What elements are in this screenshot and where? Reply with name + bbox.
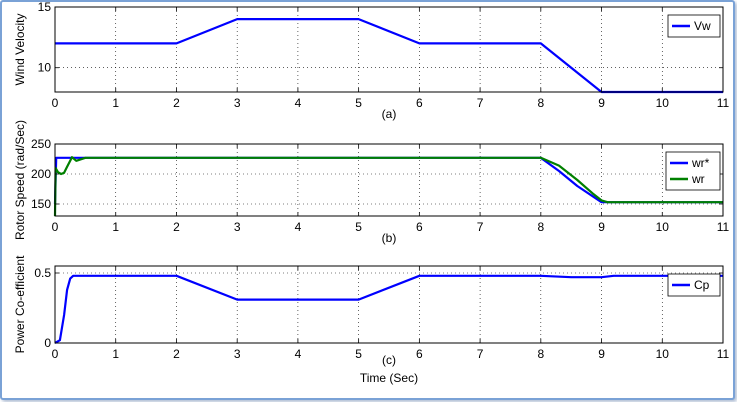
series-line-wr — [53, 156, 723, 205]
x-tick-label: 6 — [416, 347, 423, 361]
x-tick-label: 2 — [173, 96, 180, 110]
axes-box — [54, 143, 724, 217]
x-tick-label: 9 — [598, 347, 605, 361]
x-tick-label: 0 — [52, 96, 59, 110]
plot-area — [55, 144, 723, 216]
x-tick-label: 6 — [416, 96, 423, 110]
y-axis-label: Rotor Speed (rad/Sec) — [13, 120, 27, 240]
x-tick-label: 8 — [537, 220, 544, 234]
x-tick-label: 10 — [656, 347, 670, 361]
x-tick-label: 5 — [355, 220, 362, 234]
y-axis-label: Wind Velocity — [13, 13, 27, 85]
x-tick-label: 1 — [112, 96, 119, 110]
y-tick-label: 150 — [31, 197, 51, 211]
series-line-vw — [55, 18, 723, 94]
x-tick-label: 7 — [477, 220, 484, 234]
chart-panel-1: 0 1 2 3 4 5 6 7 8 9 10 11 10 15 Wind Velocity (a) Vw — [13, 0, 730, 121]
legend: Vw — [667, 14, 721, 38]
x-tick-label: 4 — [295, 347, 302, 361]
y-tick-label: 200 — [31, 167, 51, 181]
y-tick-label: 15 — [38, 0, 52, 14]
series-line-wr — [53, 156, 723, 217]
y-tick-label: 0.5 — [34, 266, 51, 280]
x-tick-label: 3 — [234, 96, 241, 110]
legend-entry: wr* — [691, 156, 710, 170]
x-tick-label: 5 — [355, 96, 362, 110]
y-axis-label: Power Co-efficient — [13, 255, 27, 353]
panel-label: (c) — [382, 353, 396, 367]
x-tick-label: 10 — [656, 96, 670, 110]
x-tick-label: 0 — [52, 347, 59, 361]
legend: wr* wr — [665, 151, 721, 191]
axes-box — [54, 6, 724, 93]
axes-box — [54, 265, 724, 344]
panel-label: (a) — [382, 107, 397, 121]
x-tick-label: 1 — [112, 347, 119, 361]
chart-panel-3: 0 1 2 3 4 5 6 7 8 9 10 11 0 0.5 Power Co-efficient (c) T… — [13, 255, 730, 385]
x-tick-label: 8 — [537, 96, 544, 110]
x-tick-label: 3 — [234, 220, 241, 234]
y-tick-label: 10 — [38, 61, 52, 75]
legend-entry: Cp — [694, 278, 710, 292]
x-tick-label: 10 — [656, 220, 670, 234]
y-tick-label: 250 — [31, 137, 51, 151]
x-tick-label: 6 — [416, 220, 423, 234]
x-tick-label: 4 — [295, 96, 302, 110]
x-tick-label: 5 — [355, 347, 362, 361]
x-tick-label: 9 — [598, 96, 605, 110]
legend-entry: wr — [691, 172, 705, 186]
x-tick-label: 2 — [173, 347, 180, 361]
series-line-cp — [54, 274, 723, 344]
x-tick-label: 9 — [598, 220, 605, 234]
x-tick-label: 8 — [537, 347, 544, 361]
x-tick-label: 11 — [717, 220, 730, 234]
x-axis-label: Time (Sec) — [360, 371, 418, 385]
legend: Cp — [667, 273, 721, 297]
legend-box — [667, 14, 721, 38]
x-tick-label: 1 — [112, 220, 119, 234]
plot-area — [55, 7, 723, 92]
x-tick-label: 0 — [52, 220, 59, 234]
x-tick-label: 7 — [477, 96, 484, 110]
legend-box — [665, 151, 721, 191]
x-tick-label: 2 — [173, 220, 180, 234]
x-tick-label: 3 — [234, 347, 241, 361]
y-tick-label: 0 — [44, 336, 51, 350]
legend-entry: Vw — [694, 19, 711, 33]
chart-panel-2: 0 1 2 3 4 5 6 7 8 9 10 11 150 200 250 Rotor Speed (rad/… — [13, 120, 730, 245]
x-tick-label: 11 — [717, 96, 730, 110]
x-tick-label: 7 — [477, 347, 484, 361]
x-tick-label: 11 — [717, 347, 730, 361]
panel-label: (b) — [382, 231, 397, 245]
plot-area — [55, 266, 723, 343]
legend-box — [667, 273, 721, 297]
x-tick-label: 4 — [295, 220, 302, 234]
